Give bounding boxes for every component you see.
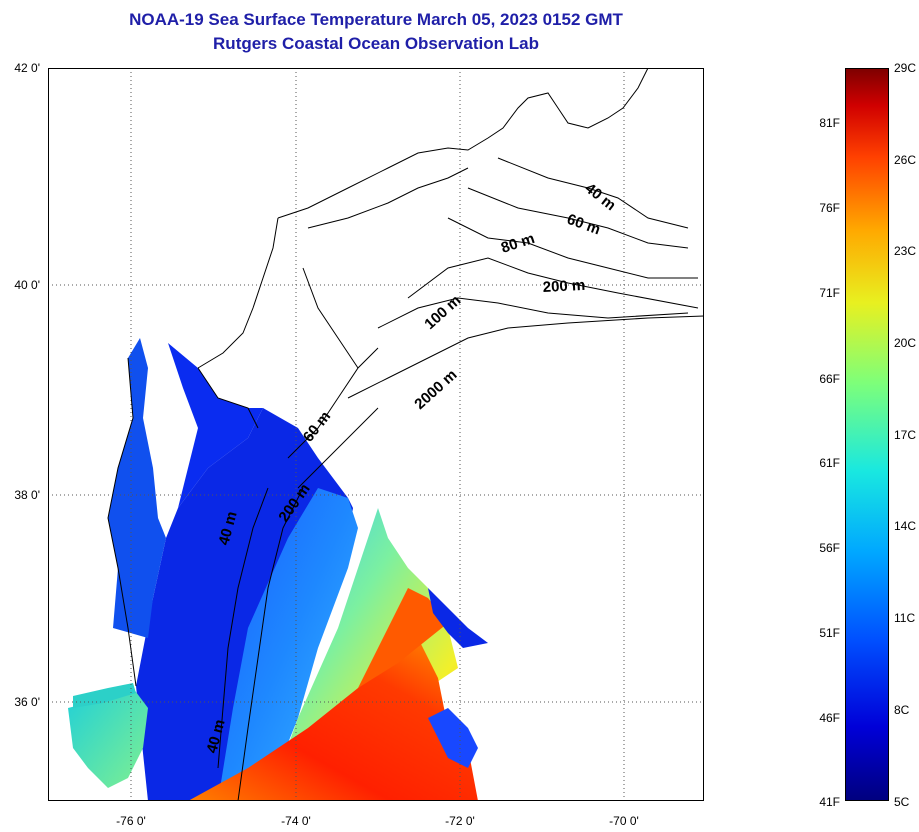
contour-80m [447, 217, 698, 279]
cb-c-5: 5C [894, 795, 910, 809]
new-england-coast [277, 68, 649, 219]
cb-c-23: 23C [894, 244, 917, 258]
graticule [48, 68, 704, 801]
cb-f-71: 71F [819, 286, 840, 300]
lat-label-40: 40 0' [14, 278, 40, 292]
contour-label-80m: 80 m [499, 230, 537, 257]
map-frame [48, 68, 704, 801]
sst-map: 40 m 60 m 80 m 200 m 100 m 2000 m 60 m 2… [48, 68, 704, 801]
hudson-canyon [302, 267, 359, 369]
cb-c-11: 11C [894, 611, 916, 625]
lon-label-74: -74 0' [281, 814, 311, 828]
coastline [107, 68, 649, 687]
bathymetry-contours [217, 157, 704, 801]
contour-label-60m-north: 60 m [565, 211, 603, 239]
cb-c-17: 17C [894, 428, 917, 442]
cb-c-29: 29C [894, 61, 917, 75]
cb-f-76: 76F [819, 201, 840, 215]
cb-f-51: 51F [819, 626, 840, 640]
lon-label-72: -72 0' [445, 814, 475, 828]
lon-label-76: -76 0' [116, 814, 146, 828]
warm-filament [358, 588, 448, 688]
cb-f-41: 41F [819, 795, 840, 809]
cb-f-81: 81F [819, 116, 840, 130]
cb-c-20: 20C [894, 336, 917, 350]
eddy-blue-edge [428, 588, 488, 648]
lon-label-70: -70 0' [609, 814, 639, 828]
nj-coast [197, 217, 279, 369]
contour-200m-north [377, 297, 689, 329]
chesapeake-shore [107, 357, 137, 687]
long-island [307, 167, 469, 229]
pamlico-sound-water [68, 688, 148, 788]
cb-f-66: 66F [819, 372, 840, 386]
chesapeake-water [108, 338, 166, 638]
cb-c-8: 8C [894, 703, 910, 717]
temperature-colorbar [845, 68, 889, 801]
map-title: NOAA-19 Sea Surface Temperature March 05… [129, 10, 623, 29]
cb-c-26: 26C [894, 153, 917, 167]
lat-label-38: 38 0' [14, 488, 40, 502]
contour-2000m [347, 315, 704, 399]
contour-label-40m-north: 40 m [582, 180, 619, 214]
cb-f-56: 56F [819, 541, 840, 555]
offshore-blue-tongue [428, 708, 478, 768]
contour-100m [407, 257, 699, 309]
contour-40m-south [217, 487, 269, 769]
contour-label-100m: 100 m [421, 292, 464, 333]
sst-map-canvas: 40 m 60 m 80 m 200 m 100 m 2000 m 60 m 2… [48, 68, 704, 801]
delaware-bay-water [168, 343, 263, 508]
lat-label-36: 36 0' [14, 695, 40, 709]
map-subtitle: Rutgers Coastal Ocean Observation Lab [213, 34, 539, 53]
contour-200m-mid [297, 407, 379, 489]
contour-60m-mid [287, 347, 379, 459]
contour-shelf-break [237, 487, 304, 801]
mid-shelf-water [218, 488, 358, 801]
delmarva-coast [197, 367, 259, 429]
shelf-cold-water [136, 408, 353, 801]
contour-60m-north [467, 187, 689, 249]
contour-label-200m-north: 200 m [542, 277, 585, 296]
lat-label-42: 42 0' [14, 61, 40, 75]
contour-label-60m-mid: 60 m [300, 408, 334, 445]
cb-f-46: 46F [819, 711, 840, 725]
contour-40m-north [497, 157, 689, 229]
sst-raster [68, 338, 488, 801]
cb-f-61: 61F [819, 456, 840, 470]
cb-c-14: 14C [894, 519, 917, 533]
contour-label-2000m: 2000 m [411, 366, 460, 413]
gulf-stream-water [188, 638, 478, 801]
